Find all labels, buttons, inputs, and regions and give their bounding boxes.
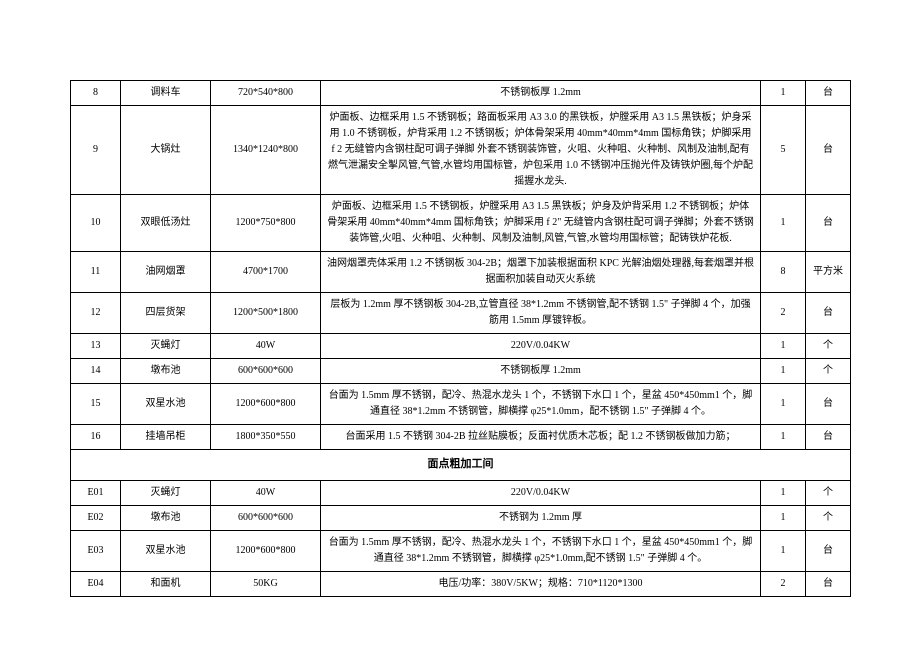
section-header-cell: 面点粗加工间	[71, 450, 851, 481]
cell-desc: 炉面板、边框采用 1.5 不锈钢板；路面板采用 A3 3.0 的黑铁板，炉膛采用…	[321, 106, 761, 195]
cell-name: 调料车	[121, 81, 211, 106]
cell-id: 10	[71, 195, 121, 252]
cell-unit: 台	[806, 195, 851, 252]
cell-qty: 1	[761, 480, 806, 505]
cell-unit: 个	[806, 334, 851, 359]
cell-spec: 600*600*600	[211, 359, 321, 384]
cell-spec: 4700*1700	[211, 252, 321, 293]
cell-spec: 1200*750*800	[211, 195, 321, 252]
cell-desc: 不锈钢为 1.2mm 厚	[321, 505, 761, 530]
cell-qty: 1	[761, 505, 806, 530]
cell-qty: 1	[761, 384, 806, 425]
cell-id: 15	[71, 384, 121, 425]
cell-spec: 1200*500*1800	[211, 293, 321, 334]
cell-desc: 炉面板、边框采用 1.5 不锈钢板，炉膛采用 A3 1.5 黑铁板；炉身及炉背采…	[321, 195, 761, 252]
cell-desc: 台面为 1.5mm 厚不锈钢，配冷、热混水龙头 1 个，不锈钢下水口 1 个，星…	[321, 384, 761, 425]
table-row: 15双星水池1200*600*800台面为 1.5mm 厚不锈钢，配冷、热混水龙…	[71, 384, 851, 425]
cell-qty: 8	[761, 252, 806, 293]
cell-name: 和面机	[121, 571, 211, 596]
cell-name: 双眼低汤灶	[121, 195, 211, 252]
cell-unit: 个	[806, 359, 851, 384]
cell-qty: 1	[761, 334, 806, 359]
cell-unit: 台	[806, 81, 851, 106]
cell-unit: 个	[806, 505, 851, 530]
cell-name: 灭蝇灯	[121, 480, 211, 505]
cell-desc: 电压/功率：380V/5KW；规格：710*1120*1300	[321, 571, 761, 596]
table-row: 11油网烟罩4700*1700油网烟罩壳体采用 1.2 不锈钢板 304-2B；…	[71, 252, 851, 293]
cell-name: 油网烟罩	[121, 252, 211, 293]
table-row: 13灭蝇灯40W220V/0.04KW1个	[71, 334, 851, 359]
cell-spec: 1200*600*800	[211, 384, 321, 425]
cell-spec: 40W	[211, 480, 321, 505]
cell-unit: 台	[806, 106, 851, 195]
cell-qty: 1	[761, 359, 806, 384]
cell-id: E04	[71, 571, 121, 596]
cell-name: 双星水池	[121, 384, 211, 425]
cell-spec: 1800*350*550	[211, 425, 321, 450]
table-row: 12四层货架1200*500*1800层板为 1.2mm 厚不锈钢板 304-2…	[71, 293, 851, 334]
table-row: E03双星水池1200*600*800台面为 1.5mm 厚不锈钢，配冷、热混水…	[71, 530, 851, 571]
table-row: 16挂墙吊柜1800*350*550台面采用 1.5 不锈钢 304-2B 拉丝…	[71, 425, 851, 450]
cell-spec: 50KG	[211, 571, 321, 596]
cell-desc: 台面采用 1.5 不锈钢 304-2B 拉丝贴膜板；反面衬优质木芯板；配 1.2…	[321, 425, 761, 450]
cell-id: E01	[71, 480, 121, 505]
cell-unit: 台	[806, 425, 851, 450]
cell-name: 灭蝇灯	[121, 334, 211, 359]
cell-unit: 台	[806, 293, 851, 334]
cell-name: 大锅灶	[121, 106, 211, 195]
cell-spec: 1340*1240*800	[211, 106, 321, 195]
cell-name: 双星水池	[121, 530, 211, 571]
cell-id: 9	[71, 106, 121, 195]
cell-unit: 台	[806, 384, 851, 425]
cell-qty: 1	[761, 195, 806, 252]
cell-unit: 个	[806, 480, 851, 505]
cell-name: 墩布池	[121, 505, 211, 530]
cell-qty: 1	[761, 425, 806, 450]
cell-id: E02	[71, 505, 121, 530]
cell-desc: 层板为 1.2mm 厚不锈钢板 304-2B,立管直径 38*1.2mm 不锈钢…	[321, 293, 761, 334]
cell-desc: 台面为 1.5mm 厚不锈钢，配冷、热混水龙头 1 个，不锈钢下水口 1 个，星…	[321, 530, 761, 571]
cell-spec: 720*540*800	[211, 81, 321, 106]
cell-unit: 平方米	[806, 252, 851, 293]
table-row: E02墩布池600*600*600不锈钢为 1.2mm 厚1个	[71, 505, 851, 530]
cell-qty: 2	[761, 571, 806, 596]
table-row: E04和面机50KG电压/功率：380V/5KW；规格：710*1120*130…	[71, 571, 851, 596]
cell-spec: 600*600*600	[211, 505, 321, 530]
cell-name: 四层货架	[121, 293, 211, 334]
cell-unit: 台	[806, 571, 851, 596]
cell-id: 16	[71, 425, 121, 450]
cell-name: 挂墙吊柜	[121, 425, 211, 450]
cell-qty: 2	[761, 293, 806, 334]
cell-qty: 5	[761, 106, 806, 195]
cell-desc: 220V/0.04KW	[321, 480, 761, 505]
cell-desc: 油网烟罩壳体采用 1.2 不锈钢板 304-2B；烟罩下加装根据面积 KPC 光…	[321, 252, 761, 293]
cell-name: 墩布池	[121, 359, 211, 384]
section-header-row: 面点粗加工间	[71, 450, 851, 481]
cell-desc: 不锈钢板厚 1.2mm	[321, 81, 761, 106]
table-row: 14墩布池600*600*600不锈钢板厚 1.2mm1个	[71, 359, 851, 384]
cell-qty: 1	[761, 530, 806, 571]
cell-id: 14	[71, 359, 121, 384]
cell-spec: 1200*600*800	[211, 530, 321, 571]
cell-desc: 不锈钢板厚 1.2mm	[321, 359, 761, 384]
cell-id: 13	[71, 334, 121, 359]
cell-id: E03	[71, 530, 121, 571]
cell-id: 12	[71, 293, 121, 334]
cell-id: 8	[71, 81, 121, 106]
cell-qty: 1	[761, 81, 806, 106]
table-row: 9大锅灶1340*1240*800炉面板、边框采用 1.5 不锈钢板；路面板采用…	[71, 106, 851, 195]
table-row: 10双眼低汤灶1200*750*800炉面板、边框采用 1.5 不锈钢板，炉膛采…	[71, 195, 851, 252]
cell-id: 11	[71, 252, 121, 293]
cell-desc: 220V/0.04KW	[321, 334, 761, 359]
cell-unit: 台	[806, 530, 851, 571]
cell-spec: 40W	[211, 334, 321, 359]
equipment-table: 8调料车720*540*800不锈钢板厚 1.2mm1台9大锅灶1340*124…	[70, 80, 851, 597]
table-row: 8调料车720*540*800不锈钢板厚 1.2mm1台	[71, 81, 851, 106]
table-row: E01灭蝇灯40W220V/0.04KW1个	[71, 480, 851, 505]
